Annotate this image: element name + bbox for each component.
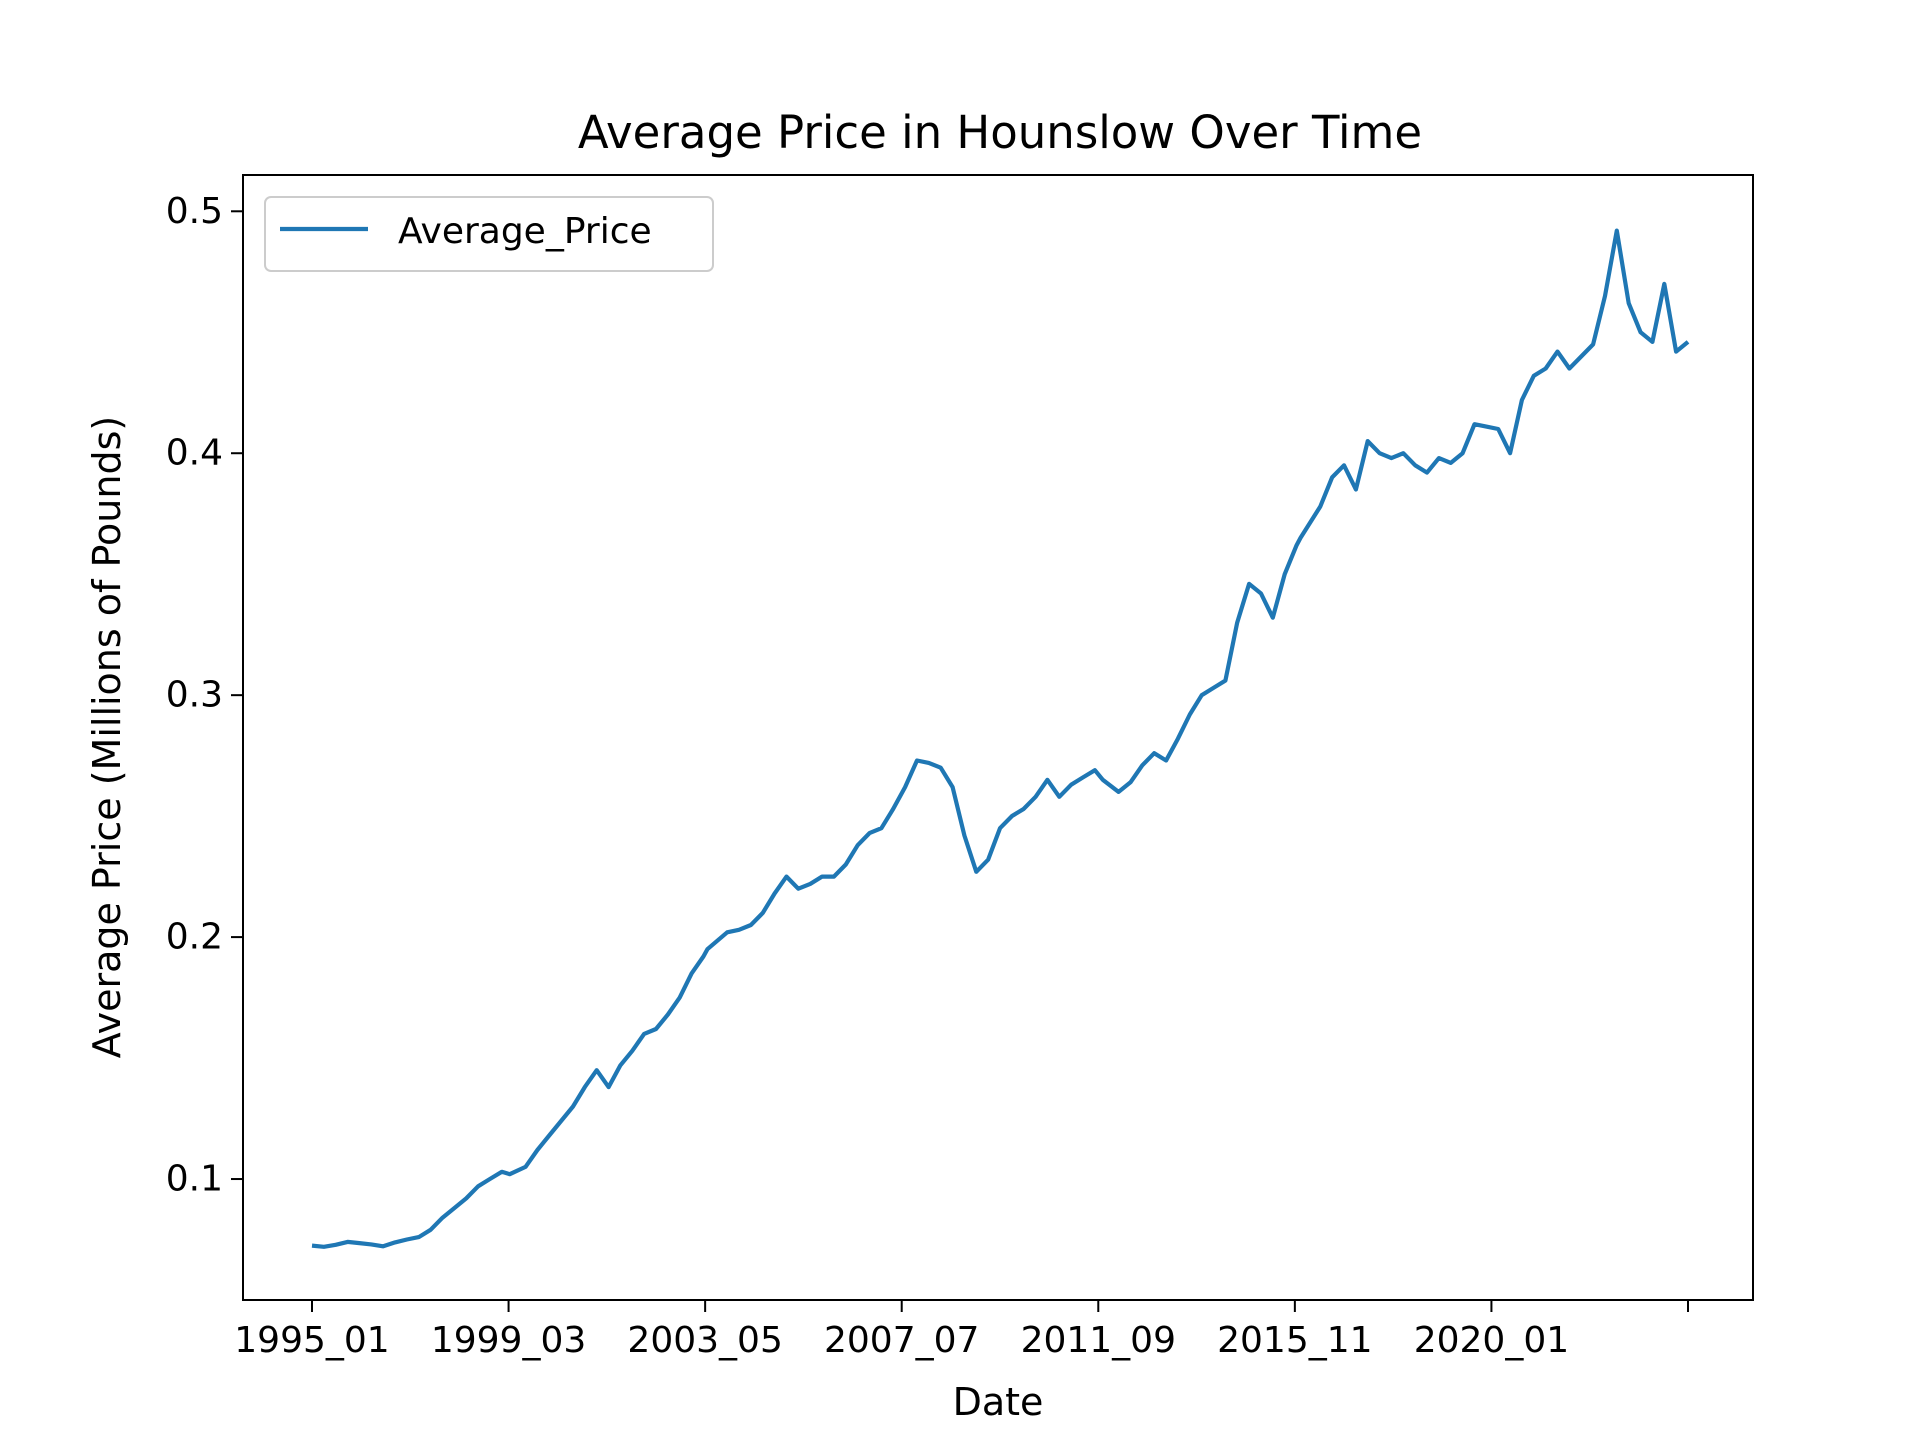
legend-box	[264, 196, 714, 272]
x-tick-label: 2007_07	[824, 1320, 979, 1361]
y-tick-label: 0.3	[166, 675, 223, 716]
y-axis-label: Average Price (Millions of Pounds)	[85, 416, 129, 1058]
y-tick-label: 0.2	[166, 917, 223, 958]
x-tick-label: 1999_03	[431, 1320, 586, 1361]
legend-label-average-price: Average_Price	[398, 211, 652, 252]
x-tick-label: 2011_09	[1021, 1320, 1176, 1361]
y-tick-label: 0.1	[166, 1159, 223, 1200]
y-tick-label: 0.5	[166, 191, 223, 232]
x-tick-label: 2015_11	[1217, 1320, 1372, 1361]
legend: Average_Price	[264, 196, 714, 272]
x-axis-label: Date	[953, 1380, 1044, 1424]
chart-title: Average Price in Hounslow Over Time	[578, 106, 1422, 159]
y-axis-ticks: 0.1 0.2 0.3 0.4 0.5	[166, 191, 243, 1200]
series-line-average-price	[311, 228, 1690, 1249]
x-tick-label: 2020_01	[1414, 1320, 1569, 1361]
x-tick-label: 1995_01	[234, 1320, 389, 1361]
plot-area	[243, 175, 1753, 1300]
plot-frame	[242, 174, 1754, 1301]
x-axis-ticks: 1995_01 1999_03 2003_05 2007_07 2011_09 2015_…	[234, 1300, 1689, 1361]
x-tick-label: 2003_05	[627, 1320, 782, 1361]
y-tick-label: 0.4	[166, 433, 223, 474]
